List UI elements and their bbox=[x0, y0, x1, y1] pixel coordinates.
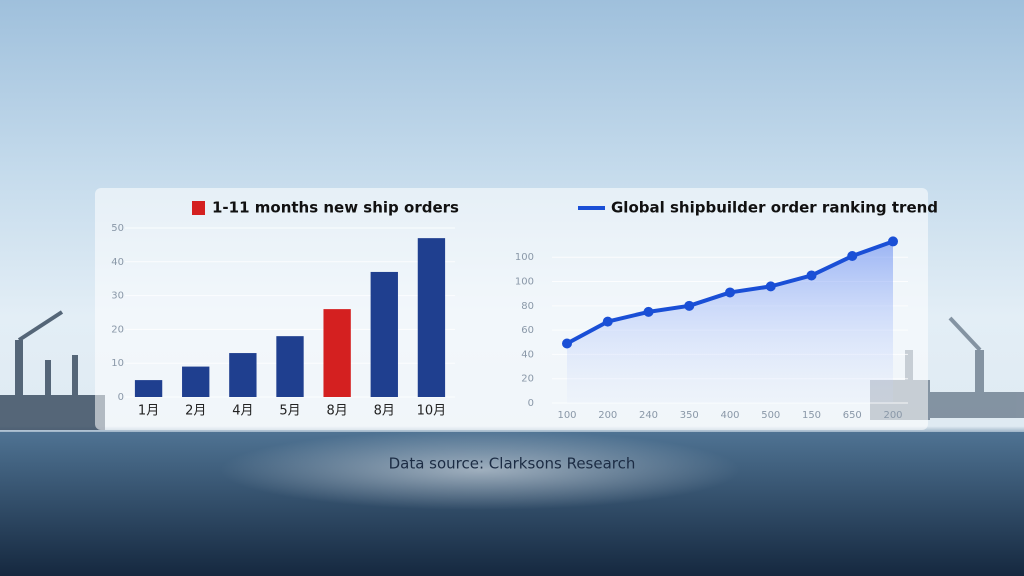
x-tick-label: 500 bbox=[761, 410, 780, 421]
y-tick-label: 30 bbox=[111, 291, 124, 302]
y-tick-label: 80 bbox=[521, 301, 534, 312]
legend-label: Global shipbuilder order ranking trend bbox=[611, 199, 938, 217]
point bbox=[643, 306, 654, 317]
y-tick-label: 60 bbox=[521, 325, 534, 336]
bar bbox=[134, 380, 163, 397]
y-tick-label: 40 bbox=[111, 257, 124, 268]
x-tick-label: 400 bbox=[720, 410, 739, 421]
x-tick-label: 650 bbox=[843, 410, 862, 421]
legend-swatch bbox=[192, 201, 205, 215]
x-tick-label: 240 bbox=[639, 410, 658, 421]
bar bbox=[370, 271, 398, 397]
point bbox=[765, 281, 776, 292]
y-tick-label: 0 bbox=[118, 392, 124, 403]
sea-glare bbox=[220, 430, 740, 510]
y-tick-label: 100 bbox=[515, 252, 534, 263]
y-tick-label: 100 bbox=[515, 277, 534, 288]
y-tick-label: 0 bbox=[528, 398, 534, 409]
bar bbox=[276, 336, 304, 397]
x-tick-label: 5月 bbox=[279, 404, 300, 419]
bar bbox=[417, 238, 446, 397]
x-tick-label: 200 bbox=[883, 410, 902, 421]
point bbox=[602, 316, 613, 327]
bar bbox=[229, 353, 257, 397]
y-tick-label: 20 bbox=[111, 324, 124, 335]
area bbox=[567, 241, 893, 403]
x-tick-label: 150 bbox=[802, 410, 821, 421]
x-tick-label: 10月 bbox=[417, 404, 447, 419]
point bbox=[888, 236, 898, 247]
point bbox=[725, 287, 735, 298]
x-tick-label: 350 bbox=[680, 410, 699, 421]
y-tick-label: 20 bbox=[521, 374, 534, 385]
x-tick-label: 2月 bbox=[185, 404, 206, 419]
x-tick-label: 1月 bbox=[138, 404, 159, 419]
point bbox=[847, 251, 858, 262]
y-tick-label: 50 bbox=[111, 223, 124, 234]
point bbox=[806, 270, 817, 281]
point bbox=[684, 300, 695, 311]
y-tick-label: 40 bbox=[521, 349, 534, 360]
point bbox=[562, 338, 572, 349]
bar bbox=[182, 366, 210, 397]
x-tick-label: 8月 bbox=[327, 404, 348, 419]
port-left bbox=[0, 310, 105, 430]
data-source: Data source: Clarksons Research bbox=[389, 455, 636, 473]
x-tick-label: 4月 bbox=[232, 404, 253, 419]
x-tick-label: 100 bbox=[557, 410, 576, 421]
y-tick-label: 10 bbox=[111, 358, 124, 369]
bar bbox=[323, 309, 351, 397]
x-tick-label: 8月 bbox=[374, 404, 395, 419]
legend-label: 1-11 months new ship orders bbox=[212, 199, 459, 217]
x-tick-label: 200 bbox=[598, 410, 617, 421]
